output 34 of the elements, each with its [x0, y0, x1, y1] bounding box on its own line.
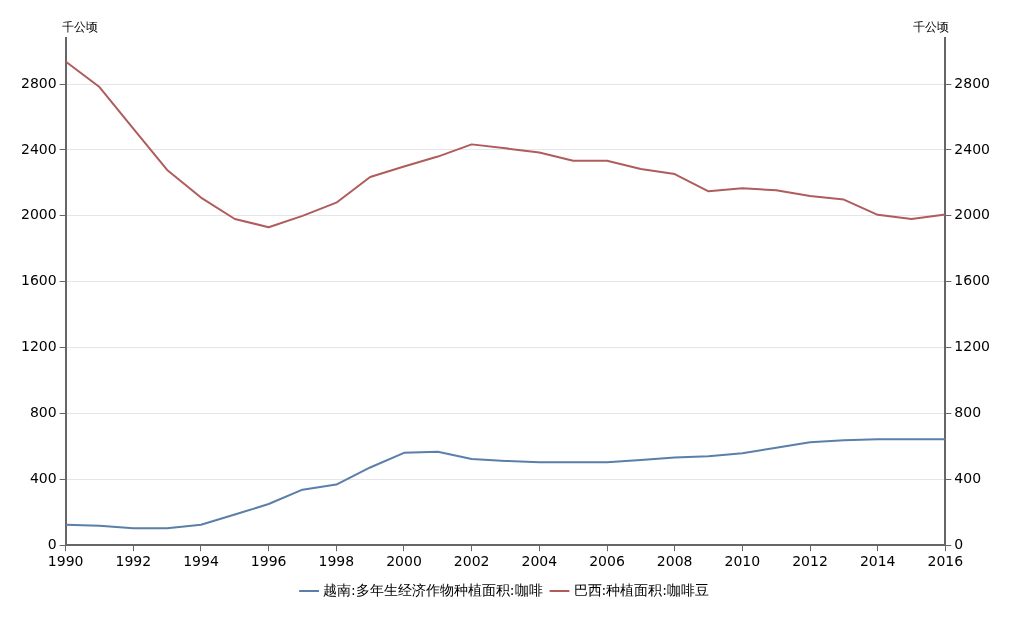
- y-tick-label: 1600: [20, 272, 57, 289]
- x-tick-label: 1994: [183, 553, 219, 570]
- x-tick-label: 1990: [47, 553, 84, 570]
- y2-tick-label: 0: [954, 535, 964, 552]
- y2-tick-label: 2000: [954, 206, 991, 223]
- x-tick-label: 1996: [250, 553, 287, 570]
- y-tick-label: 2800: [20, 74, 57, 91]
- y-tick-label: 2400: [20, 140, 57, 157]
- y-tick-label: 2000: [20, 206, 57, 223]
- y2-tick-label: 1600: [954, 272, 991, 289]
- x-tick-label: 2016: [927, 553, 964, 570]
- y2-tick-label: 400: [954, 469, 982, 486]
- y-tick-label: 1200: [20, 338, 57, 355]
- x-tick-label: 2014: [859, 553, 896, 570]
- x-tick-label: 2008: [656, 553, 693, 570]
- x-tick-label: 2010: [724, 553, 761, 570]
- x-tick-label: 2000: [386, 553, 422, 570]
- y2-tick-label: 2400: [954, 140, 991, 157]
- y2-axis-title: 千公顷: [913, 20, 950, 35]
- y-tick-label: 0: [47, 535, 57, 552]
- legend-label: 巴西:种植面积:咖啡豆: [573, 581, 709, 598]
- y2-tick-label: 800: [954, 404, 982, 421]
- y-axis-title: 千公顷: [61, 20, 98, 35]
- x-tick-label: 2004: [521, 553, 558, 570]
- legend-label: 越南:多年生经济作物种植面积:咖啡: [323, 581, 543, 598]
- y2-tick-label: 1200: [954, 338, 991, 355]
- y-tick-label: 400: [29, 469, 57, 486]
- x-tick-label: 2012: [792, 553, 828, 570]
- y-tick-label: 800: [29, 404, 57, 421]
- x-tick-label: 1998: [318, 553, 355, 570]
- y2-tick-label: 2800: [954, 74, 991, 91]
- x-tick-label: 2002: [453, 553, 490, 570]
- x-tick-label: 2006: [589, 553, 625, 570]
- x-tick-label: 1992: [115, 553, 152, 570]
